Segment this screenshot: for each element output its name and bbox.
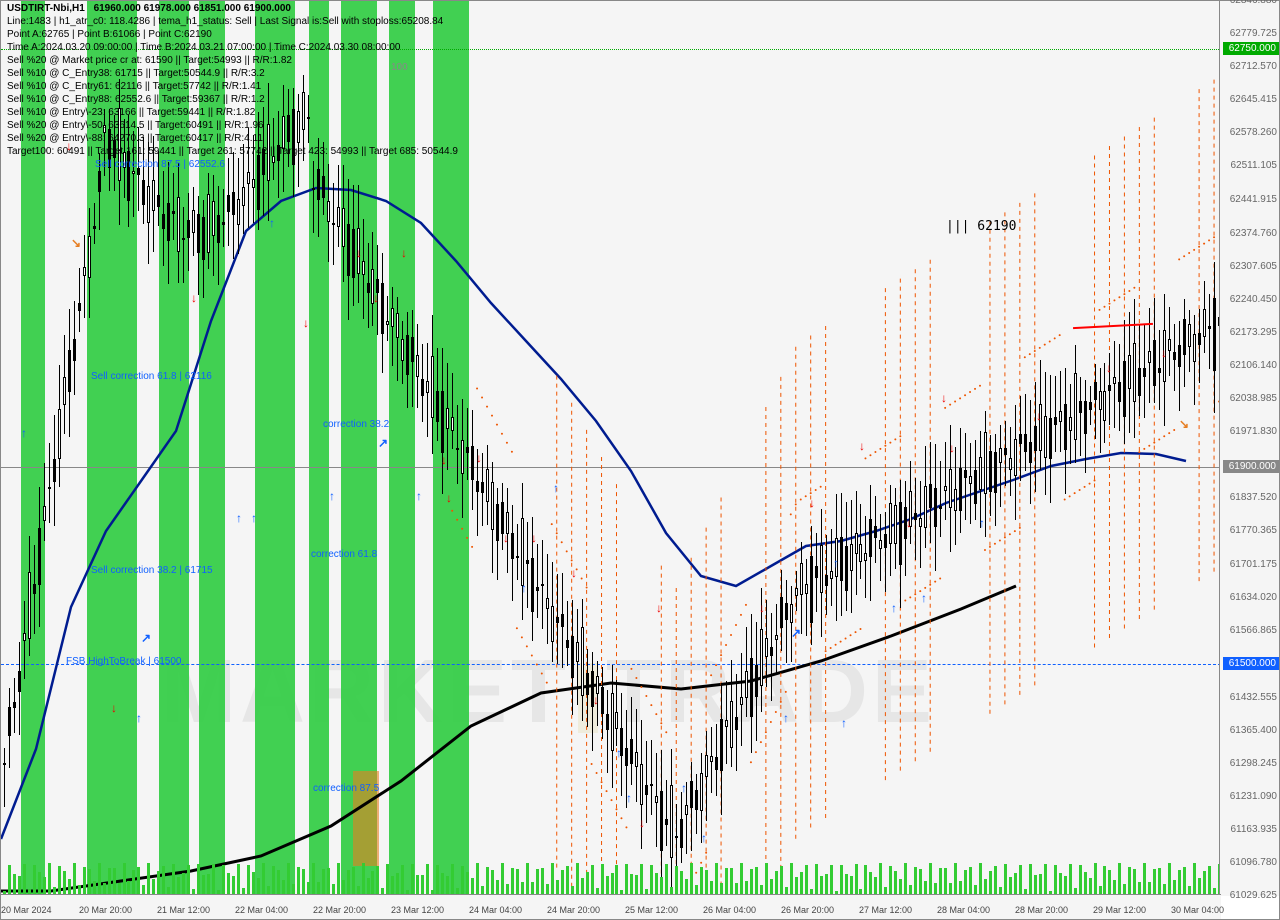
symbol: USDTIRT-Nbi,H1 bbox=[7, 3, 85, 14]
chart-area[interactable]: MARKETTRADE ↑↓↘↓↑↗↓↑↑↑↓↑↓↓↗↓↑↓↓↓↓↑↓↑↓↓↑↑… bbox=[1, 1, 1221, 896]
chart-container: MARKETTRADE ↑↓↘↓↑↗↓↑↑↑↓↑↓↓↗↓↑↓↓↓↓↑↓↑↓↓↑↑… bbox=[0, 0, 1280, 920]
ohlc: 61960.000 61978.000 61851.000 61900.000 bbox=[94, 3, 291, 14]
red-trend-line bbox=[1073, 323, 1153, 329]
symbol-title: USDTIRT-Nbi,H1 61960.000 61978.000 61851… bbox=[7, 3, 291, 14]
x-axis: 20 Mar 202420 Mar 20:0021 Mar 12:0022 Ma… bbox=[1, 894, 1221, 919]
annotation: ||| 62190 bbox=[946, 219, 1016, 234]
y-axis: 62846.88062779.72562712.57062645.4156257… bbox=[1219, 1, 1279, 896]
